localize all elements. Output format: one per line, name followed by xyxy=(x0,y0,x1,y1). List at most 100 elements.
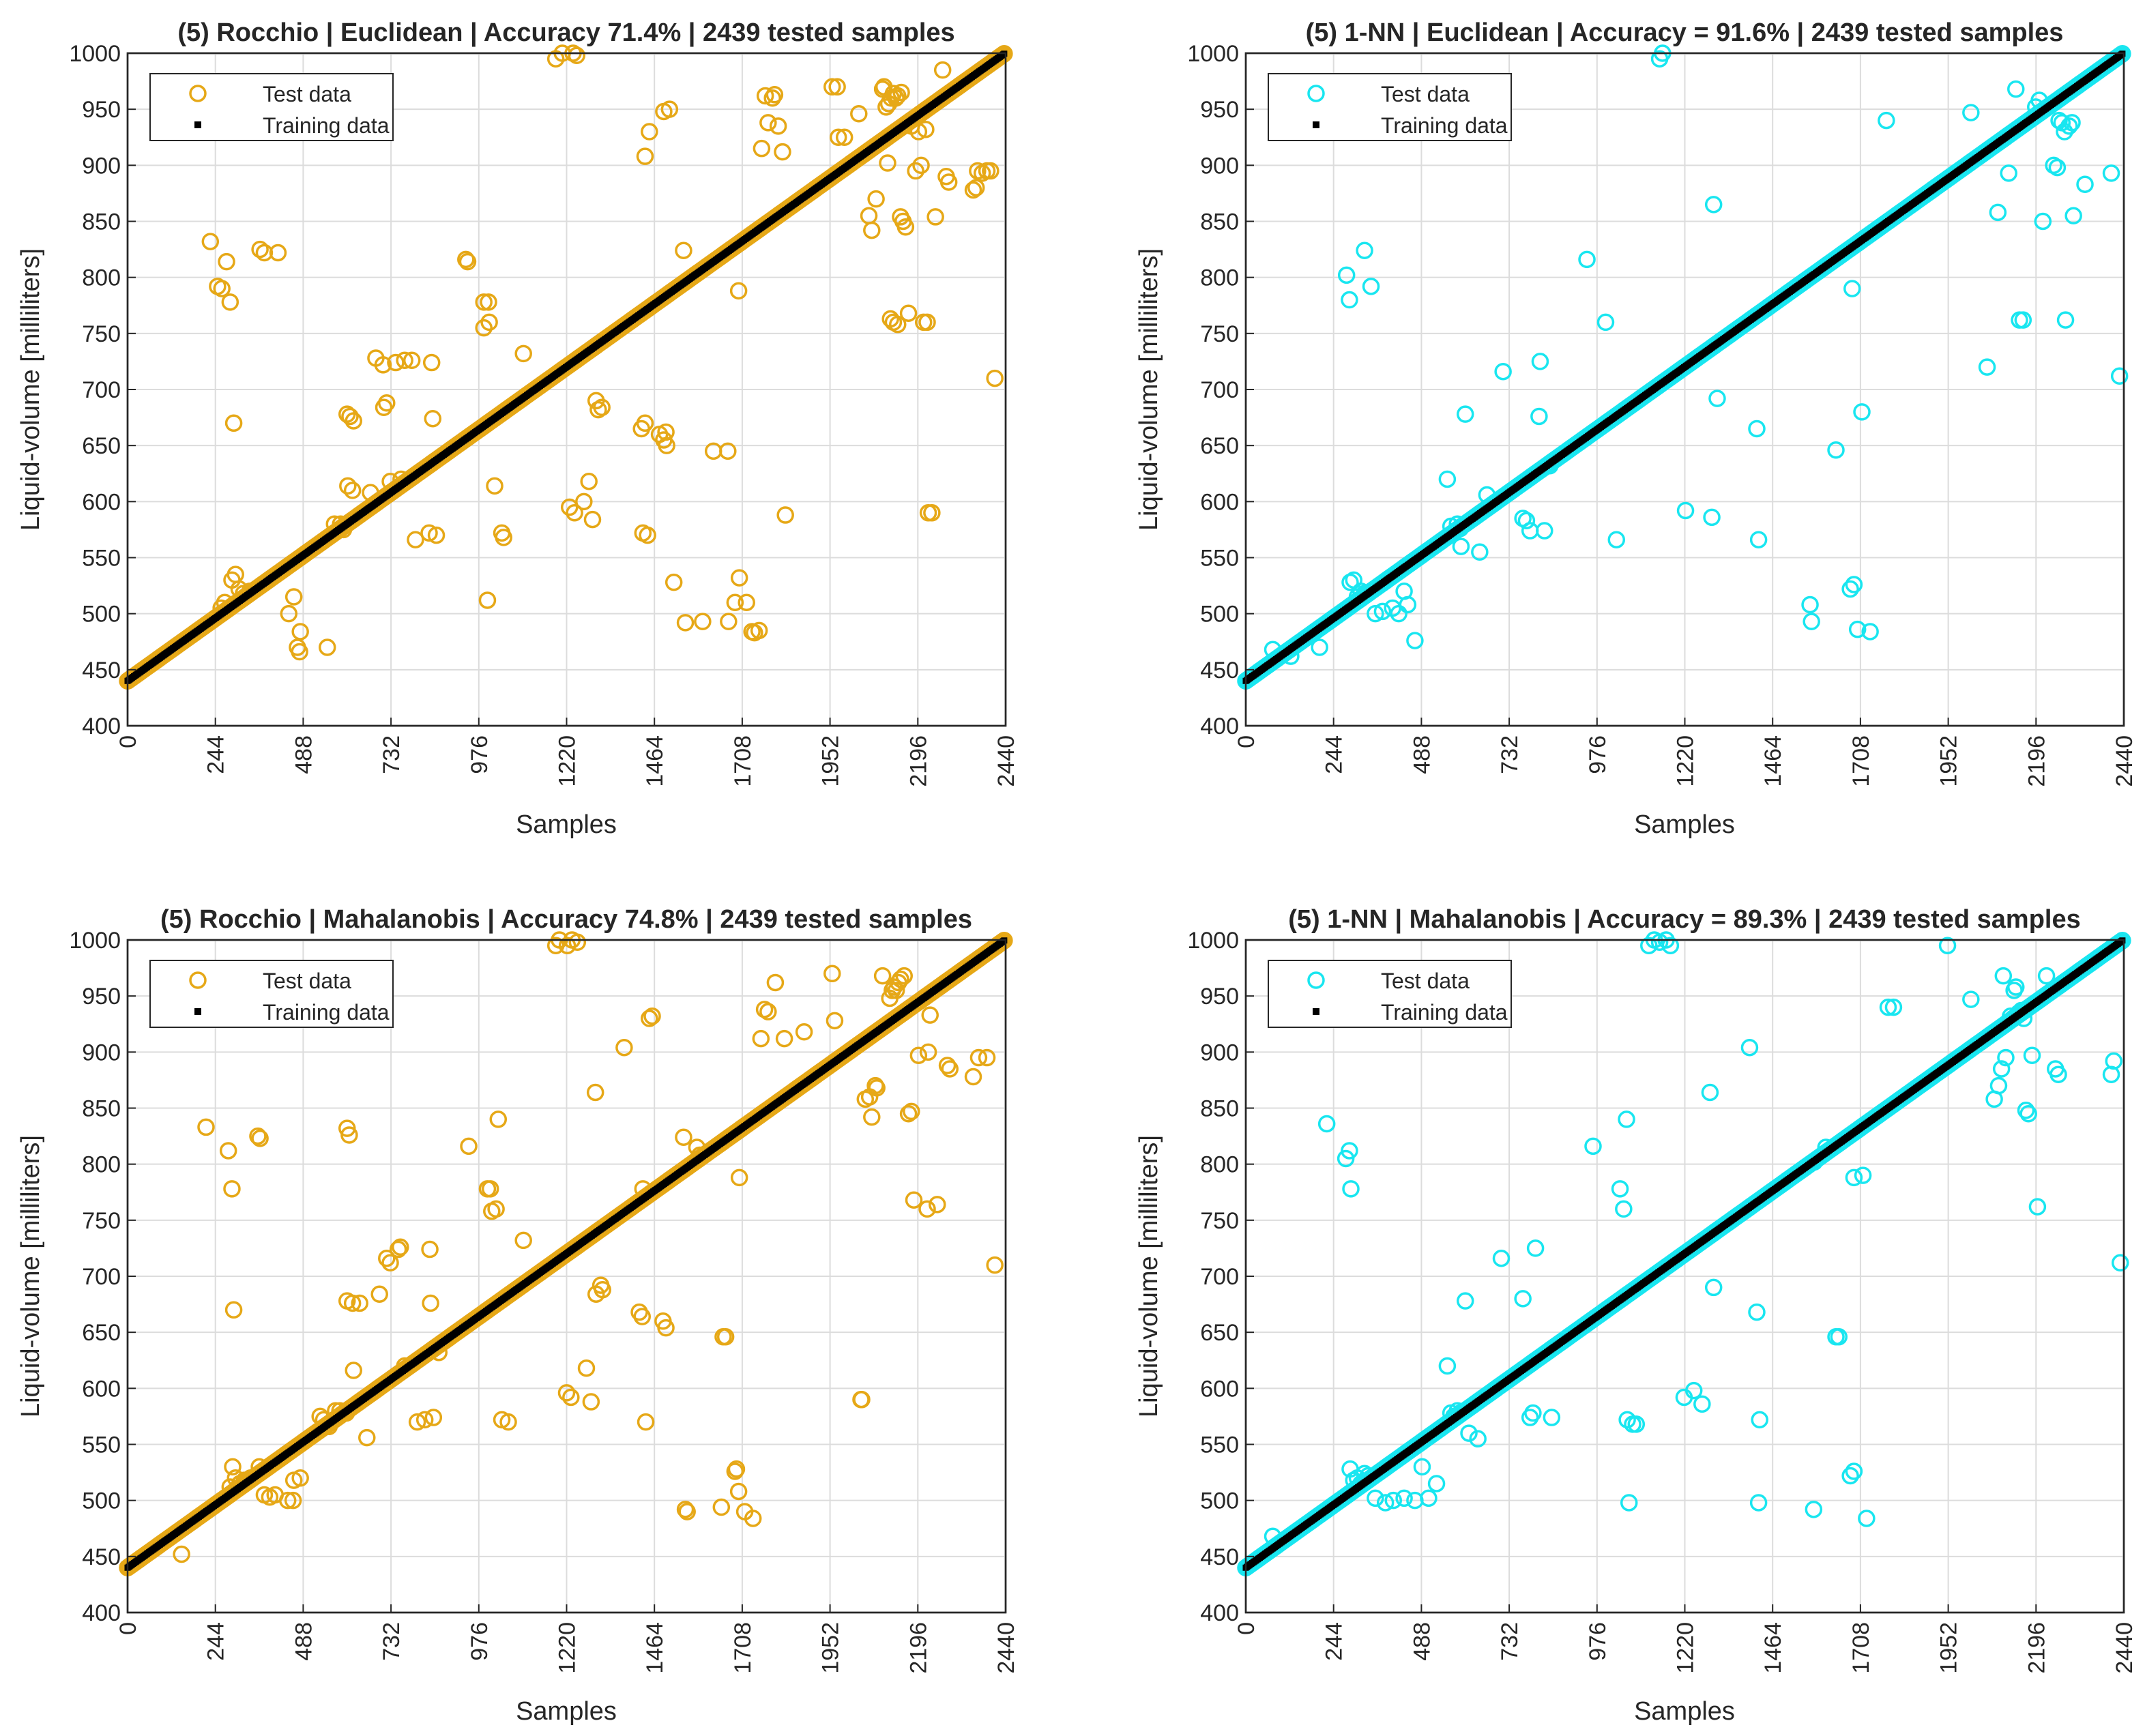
y-tick-label: 1000 xyxy=(69,928,121,954)
test-data-point xyxy=(2060,117,2078,135)
legend-training-label: Training data xyxy=(1381,113,1508,138)
y-axis-label: Liquid-volume [milliliters] xyxy=(1135,248,1163,531)
test-data-point xyxy=(575,492,593,511)
test-data-point xyxy=(1843,280,1861,297)
test-data-point xyxy=(887,89,905,107)
y-tick-label: 950 xyxy=(82,984,121,1010)
y-tick-label: 1000 xyxy=(1187,41,1239,67)
x-tick-label: 1464 xyxy=(1760,735,1786,787)
panel-rocchio-mahalanobis: (5) Rocchio | Mahalanobis | Accuracy 74.… xyxy=(16,905,1019,1726)
y-tick-label: 1000 xyxy=(69,41,121,67)
test-data-point xyxy=(1676,501,1695,520)
test-data-point xyxy=(1457,405,1474,423)
test-data-point xyxy=(636,147,654,165)
test-data-point xyxy=(926,208,944,226)
test-data-point xyxy=(1748,420,1766,438)
y-tick-label: 800 xyxy=(1200,265,1239,291)
test-data-point xyxy=(457,250,475,269)
x-tick-label: 244 xyxy=(203,1622,229,1661)
y-tick-label: 850 xyxy=(1200,209,1239,235)
grid-lines xyxy=(128,940,1006,1613)
test-data-point xyxy=(420,524,438,542)
test-data-point xyxy=(1861,623,1879,641)
test-data-point xyxy=(1494,362,1512,381)
test-data-point xyxy=(1478,486,1496,504)
test-data-point xyxy=(478,591,497,609)
test-data-point xyxy=(909,123,928,141)
test-data-point xyxy=(899,304,918,323)
test-data-point xyxy=(291,623,309,641)
test-data-point xyxy=(1311,638,1328,656)
test-data-point xyxy=(2110,367,2129,385)
test-data-point xyxy=(407,531,424,548)
test-data-point xyxy=(1853,403,1871,421)
x-tick-label: 244 xyxy=(203,735,229,774)
test-data-point xyxy=(343,482,362,499)
x-tick-labels: 0 244 488 732 976 1220 1464 1708 1952 2196 2440 xyxy=(1234,718,2137,787)
test-data-point xyxy=(889,315,907,334)
test-data-point xyxy=(835,128,853,146)
test-data-point xyxy=(1438,470,1457,488)
y-tick-label: 600 xyxy=(1200,489,1239,515)
test-data-point xyxy=(889,87,907,105)
y-tick-label: 500 xyxy=(82,1488,121,1514)
x-tick-label: 732 xyxy=(379,735,405,774)
y-tick-label: 750 xyxy=(82,321,121,347)
test-data-point xyxy=(374,356,392,374)
test-data-series xyxy=(1237,44,2131,690)
test-data-point xyxy=(850,104,868,123)
test-data-point xyxy=(318,638,336,656)
x-axis-label: Samples xyxy=(516,1697,617,1726)
x-tick-label: 488 xyxy=(291,735,317,774)
legend-training-marker xyxy=(194,1008,201,1015)
test-data-point xyxy=(495,529,512,546)
x-tick-label: 976 xyxy=(467,1622,493,1661)
y-tick-label: 500 xyxy=(82,602,121,628)
y-tick-label: 700 xyxy=(1200,377,1239,403)
test-data-point xyxy=(776,506,794,524)
test-data-series xyxy=(119,44,1013,690)
test-data-point xyxy=(2014,311,2032,329)
test-data-point xyxy=(676,614,695,632)
test-data-point xyxy=(823,78,841,96)
test-data-point xyxy=(475,319,493,337)
y-tick-label: 650 xyxy=(82,433,121,459)
test-data-point xyxy=(658,437,675,454)
test-data-point xyxy=(568,46,586,65)
test-data-point xyxy=(892,83,910,102)
test-data-point xyxy=(345,412,362,430)
test-data-point xyxy=(2076,175,2094,194)
test-data-point xyxy=(729,282,748,300)
legend-test-marker xyxy=(189,85,207,102)
test-data-point xyxy=(1848,620,1867,638)
test-data-point xyxy=(224,414,243,432)
test-data-point xyxy=(403,351,421,370)
y-tick-label: 950 xyxy=(82,97,121,123)
test-data-point xyxy=(967,179,985,196)
training-data-series xyxy=(1242,50,2126,684)
y-tick-label: 450 xyxy=(82,658,121,683)
test-data-point xyxy=(480,313,498,332)
test-data-point xyxy=(1827,441,1845,459)
legend-box xyxy=(149,73,394,141)
test-data-point xyxy=(560,498,579,516)
legend-test-label: Test data xyxy=(1381,82,1470,106)
test-data-point xyxy=(964,181,982,199)
legend-training-label: Training data xyxy=(263,113,390,138)
test-data-point xyxy=(427,526,446,544)
y-tick-label: 900 xyxy=(82,1040,121,1065)
test-data-point xyxy=(218,252,235,271)
y-axis-label: Liquid-volume [milliliters] xyxy=(16,1135,45,1417)
test-data-point xyxy=(641,123,658,141)
test-data-point xyxy=(877,98,895,116)
test-data-point xyxy=(1337,266,1356,284)
x-tick-label: 0 xyxy=(1234,735,1259,748)
test-data-point xyxy=(201,233,220,250)
legend-test-label: Test data xyxy=(263,82,351,106)
test-data-point xyxy=(769,117,787,135)
y-tick-label: 900 xyxy=(82,153,121,179)
test-data-point xyxy=(583,510,602,529)
x-tick-label: 1708 xyxy=(730,1622,756,1674)
test-data-point xyxy=(2048,158,2067,177)
